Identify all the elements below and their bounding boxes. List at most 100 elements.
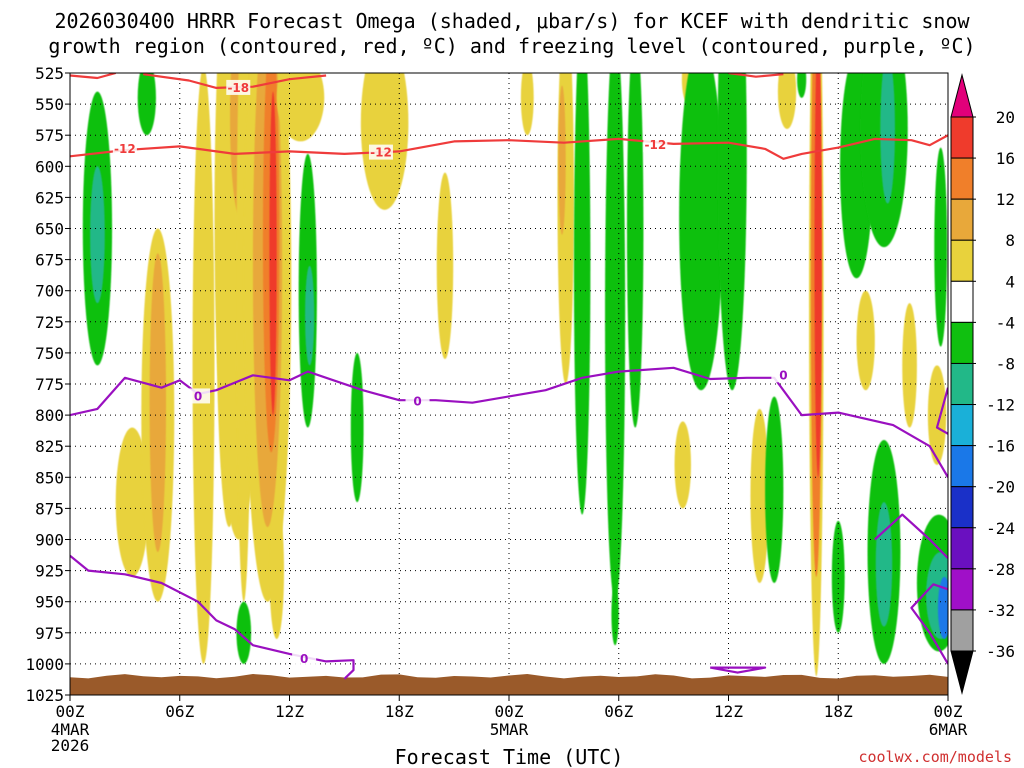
colorbar-label-11: -28: [986, 560, 1015, 579]
dgz-contour-2: [70, 73, 116, 80]
colorbar-label-3: 8: [1005, 231, 1015, 250]
omega-cell-21: [360, 73, 409, 210]
colorbar-label-1: 16: [996, 149, 1015, 168]
chart-title-line1: 2026030400 HRRR Forecast Omega (shaded, …: [54, 9, 970, 33]
colorbar-label-7: -12: [986, 396, 1015, 415]
y-axis: 525 550 575 600 625 650 675 700 725 750 775 800 825 8…: [25, 64, 70, 705]
omega-cell-23: [520, 73, 534, 136]
omega-cell-33: [717, 73, 747, 391]
watermark: coolwx.com/models: [858, 748, 1012, 766]
colorbar-bottom-arrow: [950, 650, 974, 695]
freezing-label-bg-0-0: [186, 388, 211, 404]
omega-cell-29: [611, 583, 619, 646]
y-tick-label-800: 800: [35, 406, 64, 425]
y-tick-label-700: 700: [35, 282, 64, 301]
omega-cell-19: [305, 265, 315, 366]
y-tick-label-1025: 1025: [25, 686, 64, 705]
colorbar-segment-10: [950, 486, 974, 529]
y-tick-label-925: 925: [35, 562, 64, 581]
colorbar-label-5: -4: [996, 313, 1015, 332]
x-tick-label-7: 18Z: [824, 702, 853, 721]
y-tick-label-975: 975: [35, 624, 64, 643]
y-tick-label-875: 875: [35, 499, 64, 518]
colorbar-segment-11: [950, 527, 974, 570]
omega-cell-11: [236, 601, 252, 664]
freezing-contour-3: [935, 387, 948, 435]
omega-shading-layer: [82, 73, 948, 677]
freezing-label-bg-1-0: [292, 650, 317, 666]
x-tick-label-4: 00Z: [495, 702, 524, 721]
x-tick-label-1: 06Z: [165, 702, 194, 721]
freezing-contour-0: [70, 366, 948, 478]
dgz-contour-0: [70, 134, 948, 160]
omega-cell-36: [777, 73, 797, 129]
dgz-label-bg-1-0: [226, 79, 251, 95]
dgz-label-0-0: -12: [114, 142, 136, 156]
omega-cell-27: [605, 73, 626, 602]
omega-cell-47: [875, 502, 893, 627]
y-tick-label-950: 950: [35, 593, 64, 612]
freezing-contour-4: [910, 583, 948, 665]
y-tick-label-850: 850: [35, 468, 64, 487]
omega-cell-22: [436, 172, 454, 360]
dgz-label-1-0: -18: [227, 81, 249, 95]
y-tick-label-575: 575: [35, 126, 64, 145]
omega-cell-26: [573, 73, 591, 515]
colorbar-segment-12: [950, 568, 974, 611]
date-label-1-0: 5MAR: [490, 720, 529, 739]
freezing-contour-5: [710, 666, 767, 674]
colorbar-top-arrow: [950, 73, 974, 118]
date-label-2-0: 6MAR: [929, 720, 968, 739]
x-axis-label: Forecast Time (UTC): [395, 745, 624, 768]
x-tick-label-3: 18Z: [385, 702, 414, 721]
terrain-fill: [70, 674, 948, 695]
colorbar-segment-8: [950, 404, 974, 447]
y-tick-label-750: 750: [35, 344, 64, 363]
colorbar-label-2: 12: [996, 190, 1015, 209]
y-tick-label-525: 525: [35, 64, 64, 83]
colorbar-segment-13: [950, 609, 974, 652]
freezing-contour-1: [70, 554, 355, 680]
dgz-label-0-2: -12: [644, 138, 666, 152]
omega-cell-16: [269, 502, 285, 640]
omega-cell-35: [765, 396, 784, 584]
colorbar-label-12: -32: [986, 601, 1015, 620]
omega-cell-2: [137, 73, 156, 136]
date-label-0-1: 2026: [51, 736, 90, 755]
colorbar-label-6: -8: [996, 354, 1015, 373]
colorbar-label-0: 20: [996, 108, 1015, 127]
contour-layer: [70, 73, 948, 680]
y-tick-label-900: 900: [35, 531, 64, 550]
omega-cell-5: [149, 253, 167, 552]
freezing-contour-2: [874, 513, 948, 559]
y-tick-label-625: 625: [35, 188, 64, 207]
freezing-label-bg-0-2: [771, 367, 796, 383]
omega-cell-37: [797, 73, 807, 98]
x-tick-label-2: 12Z: [275, 702, 304, 721]
omega-cell-25: [558, 85, 566, 235]
omega-cell-1: [90, 166, 105, 304]
plot-area: -12 -12 -12 -18 0 0 0 0: [69, 72, 949, 696]
colorbar-segment-4: [950, 239, 974, 282]
y-tick-label-1000: 1000: [25, 655, 64, 674]
colorbar-segment-9: [950, 445, 974, 488]
omega-cell-20: [350, 352, 364, 503]
dgz-label-bg-0-2: [643, 137, 668, 153]
omega-cell-40: [814, 73, 822, 478]
omega-cell-50: [934, 147, 948, 347]
colorbar-label-10: -24: [986, 519, 1015, 538]
colorbar-label-4: 4: [1005, 272, 1015, 291]
gridlines: [70, 73, 948, 695]
freezing-label-0-1: 0: [413, 394, 421, 408]
colorbar-label-9: -20: [986, 478, 1015, 497]
colorbar-label-8: -16: [986, 437, 1015, 456]
omega-cell-32: [679, 73, 724, 391]
colorbar-segment-3: [950, 198, 974, 241]
y-tick-label-675: 675: [35, 251, 64, 270]
x-tick-label-5: 06Z: [604, 702, 633, 721]
chart-title-line2: growth region (contoured, red, ºC) and f…: [48, 34, 975, 58]
omega-cell-44: [880, 73, 895, 204]
freezing-label-1-0: 0: [300, 652, 308, 666]
